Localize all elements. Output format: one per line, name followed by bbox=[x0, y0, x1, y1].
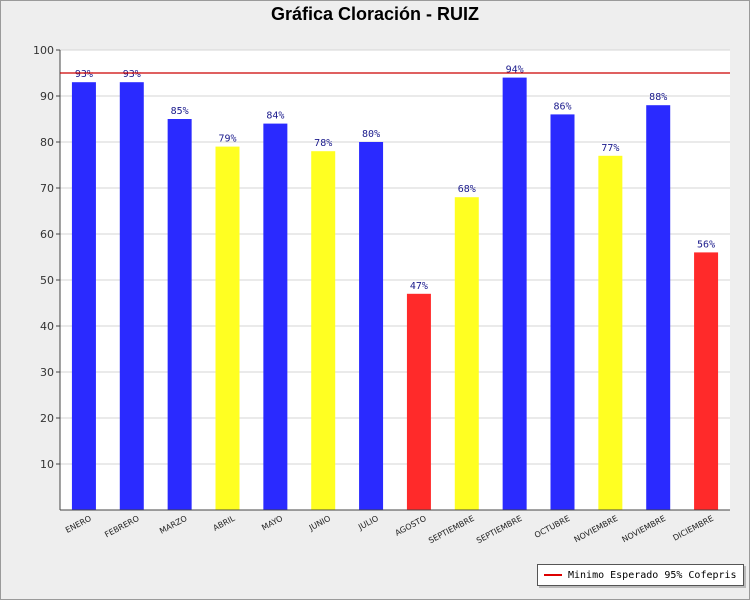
y-tick-label: 90 bbox=[40, 90, 54, 103]
y-tick-label: 50 bbox=[40, 274, 54, 287]
x-tick-label: MARZO bbox=[158, 514, 188, 536]
data-label: 79% bbox=[218, 134, 236, 145]
x-tick-label: AGOSTO bbox=[394, 514, 428, 538]
data-label: 84% bbox=[266, 111, 284, 122]
y-tick-label: 20 bbox=[40, 412, 54, 425]
bar bbox=[454, 197, 479, 510]
data-label: 93% bbox=[75, 69, 93, 80]
chart-title: Gráfica Cloración - RUIZ bbox=[270, 4, 480, 24]
x-tick-label: ABRIL bbox=[212, 514, 237, 533]
bar bbox=[406, 293, 431, 510]
x-tick-label: NOVIEMBRE bbox=[621, 514, 668, 544]
bars bbox=[71, 77, 719, 511]
bar bbox=[598, 155, 623, 511]
x-tick-label: JUNIO bbox=[307, 514, 332, 533]
bar bbox=[311, 151, 336, 510]
y-tick-label: 60 bbox=[40, 228, 54, 241]
y-tick-label: 70 bbox=[40, 182, 54, 195]
bar bbox=[646, 105, 671, 510]
bar bbox=[359, 142, 384, 510]
y-tick-label: 10 bbox=[40, 458, 54, 471]
y-tick-label: 100 bbox=[33, 44, 54, 57]
data-label: 78% bbox=[314, 138, 332, 149]
data-label: 47% bbox=[410, 281, 428, 292]
data-label: 85% bbox=[171, 106, 189, 117]
data-label: 68% bbox=[458, 184, 476, 195]
data-label: 93% bbox=[123, 69, 141, 80]
x-tick-label: SEPTIEMBRE bbox=[427, 514, 476, 546]
data-label: 94% bbox=[506, 65, 524, 76]
legend: Minimo Esperado 95% Cofepris bbox=[537, 564, 744, 586]
y-axis: 10 20 30 40 50 60 70 80 90 100 bbox=[33, 44, 61, 510]
legend-swatch bbox=[544, 574, 562, 576]
bar bbox=[215, 146, 240, 510]
bar bbox=[694, 252, 719, 510]
x-tick-label: SEPTIEMBRE bbox=[475, 514, 524, 546]
x-tick-label: ENERO bbox=[64, 514, 93, 535]
data-label: 56% bbox=[697, 239, 715, 250]
legend-label: Minimo Esperado 95% Cofepris bbox=[568, 569, 737, 581]
data-label: 86% bbox=[553, 101, 571, 112]
bar bbox=[502, 77, 527, 510]
data-label: 88% bbox=[649, 92, 667, 103]
x-axis: ENERO FEBRERO MARZO ABRIL MAYO JUNIO JULIO AGOS… bbox=[60, 509, 730, 546]
data-labels: 93% 93% 85% 79% 84% 78% 80% 47% 68% 94% 86% 77% 88% 5… bbox=[75, 65, 715, 292]
bar bbox=[263, 123, 288, 510]
y-tick-label: 40 bbox=[40, 320, 54, 333]
x-tick-label: MAYO bbox=[260, 514, 284, 533]
bar bbox=[550, 114, 575, 511]
x-tick-label: JULIO bbox=[356, 514, 380, 532]
y-tick-label: 80 bbox=[40, 136, 54, 149]
x-tick-label: FEBRERO bbox=[103, 514, 140, 540]
x-tick-label: DICIEMBRE bbox=[671, 514, 715, 543]
x-tick-label: OCTUBRE bbox=[533, 514, 571, 540]
data-label: 77% bbox=[601, 143, 619, 154]
bar bbox=[119, 82, 144, 510]
x-tick-label: NOVIEMBRE bbox=[573, 514, 620, 544]
y-tick-label: 30 bbox=[40, 366, 54, 379]
bar bbox=[71, 82, 96, 510]
data-label: 80% bbox=[362, 129, 380, 140]
bar bbox=[167, 119, 192, 510]
